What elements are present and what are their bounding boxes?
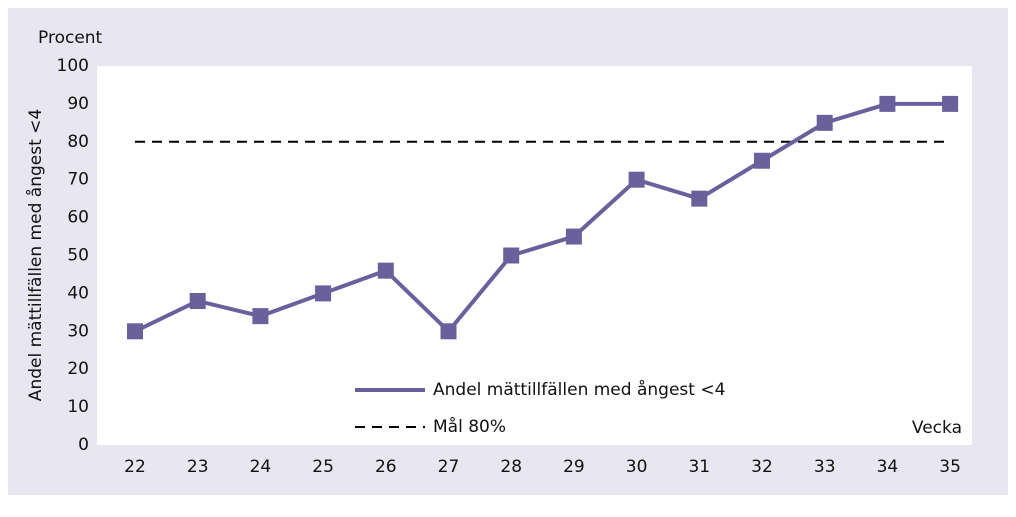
data-point [503, 247, 520, 264]
y-tick-label: 0 [78, 435, 89, 455]
x-tick-label: 30 [626, 457, 648, 477]
data-point [252, 308, 269, 325]
data-point [189, 292, 206, 309]
data-point [942, 95, 959, 112]
y-tick-label: 40 [67, 283, 89, 303]
data-point [879, 95, 896, 112]
x-tick-label: 31 [688, 457, 710, 477]
x-tick-label: 23 [187, 457, 209, 477]
x-axis-label: Vecka [912, 418, 962, 438]
data-point [377, 262, 394, 279]
x-tick-label: 33 [814, 457, 836, 477]
x-tick-label: 28 [500, 457, 522, 477]
y-tick-label: 70 [67, 170, 89, 190]
data-point [315, 285, 332, 302]
data-point [754, 152, 770, 169]
data-point [628, 171, 645, 188]
y-axis-top-label: Procent [38, 28, 103, 48]
data-point [440, 323, 457, 340]
y-tick-label: 100 [57, 56, 89, 76]
x-tick-label: 27 [438, 457, 460, 477]
x-tick-label: 34 [877, 457, 899, 477]
y-tick-label: 60 [67, 208, 89, 228]
legend-label: Mål 80% [433, 416, 506, 437]
y-tick-label: 90 [67, 94, 89, 114]
x-tick-label: 25 [312, 457, 334, 477]
x-tick-label: 32 [751, 457, 773, 477]
legend-label: Andel mättillfällen med ångest <4 [433, 379, 725, 400]
y-tick-label: 50 [67, 246, 89, 266]
x-tick-label: 26 [375, 457, 397, 477]
x-tick-label: 22 [124, 457, 146, 477]
data-point [565, 228, 582, 245]
x-tick-label: 29 [563, 457, 585, 477]
x-tick-label: 24 [250, 457, 272, 477]
y-axis-label: Andel mättillfällen med ångest <4 [25, 109, 46, 401]
y-tick-label: 80 [67, 132, 89, 152]
x-tick-label: 35 [939, 457, 961, 477]
data-point [127, 323, 143, 340]
y-tick-label: 10 [67, 397, 89, 417]
data-point [816, 114, 833, 131]
data-point [691, 190, 708, 207]
y-tick-label: 30 [67, 321, 89, 341]
y-tick-label: 20 [67, 359, 89, 379]
data-line [134, 101, 951, 335]
